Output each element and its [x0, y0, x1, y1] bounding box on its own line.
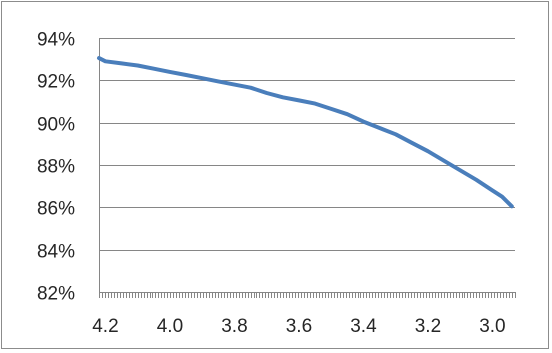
x-tick-label: 3.6: [286, 316, 312, 337]
y-tick-label: 86%: [37, 199, 75, 220]
x-minor-ticks: [99, 292, 516, 298]
gridlines: [99, 38, 515, 251]
series-layer: [97, 56, 514, 209]
y-tick-label: 90%: [37, 115, 75, 136]
y-tick-labels: 82% 84% 86% 88% 90% 92% 94%: [37, 30, 75, 305]
x-tick-label: 4.0: [157, 316, 183, 337]
x-tick-label: 3.4: [350, 316, 377, 337]
y-tick-label: 88%: [37, 157, 75, 178]
x-tick-label: 4.2: [92, 316, 118, 337]
x-tick-labels: 4.2 4.0 3.8 3.6 3.4 3.2 3.0: [92, 316, 505, 337]
chart-frame: 82% 84% 86% 88% 90% 92% 94% 4.2 4.0 3.8 3.6 3.4 3.2…: [1, 1, 549, 349]
y-tick-label: 92%: [37, 72, 75, 93]
x-tick-label: 3.8: [221, 316, 247, 337]
x-tick-label: 3.0: [479, 316, 505, 337]
series-line: [97, 56, 514, 209]
x-tick-label: 3.2: [415, 316, 441, 337]
y-tick-label: 82%: [37, 284, 75, 305]
y-tick-label: 94%: [37, 30, 75, 51]
y-tick-label: 84%: [37, 242, 75, 263]
